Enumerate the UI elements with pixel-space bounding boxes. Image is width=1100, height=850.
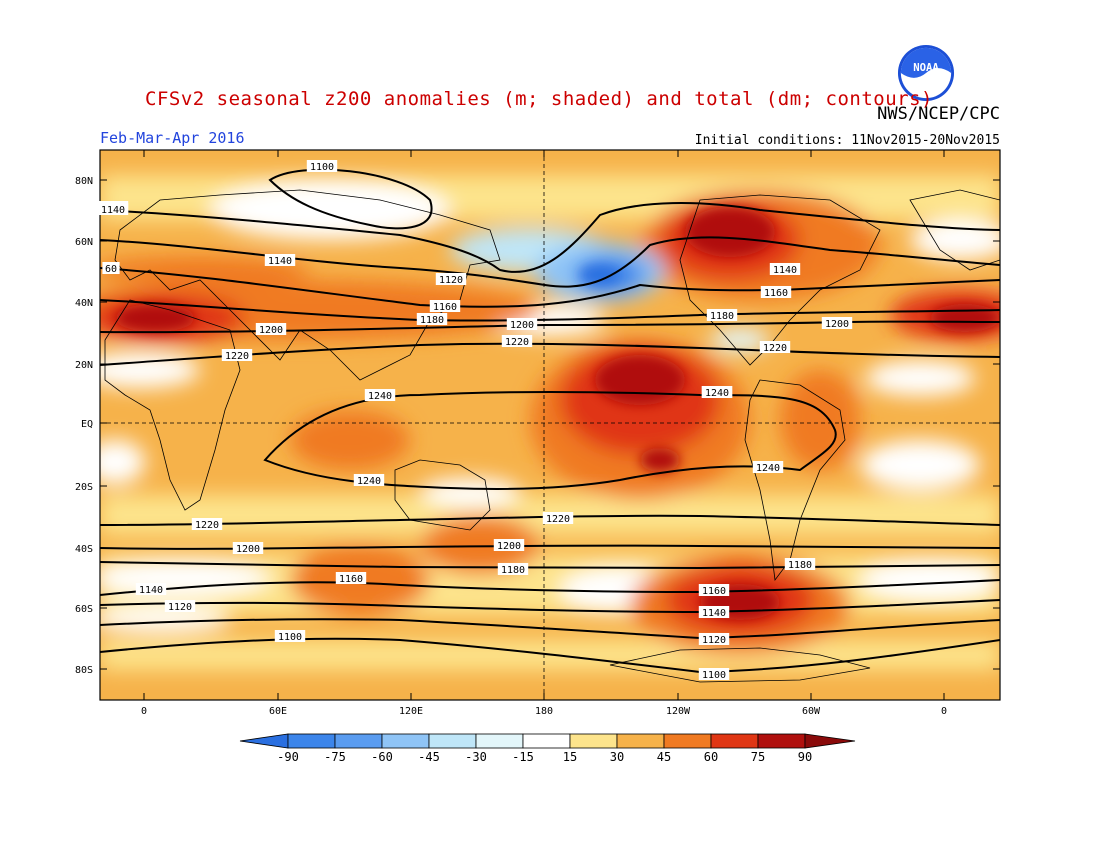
contour-label: 1100: [310, 162, 334, 173]
season-label: Feb-Mar-Apr 2016: [100, 129, 245, 147]
contour-label: 1160: [702, 586, 726, 597]
colorbar-swatch: [522, 733, 571, 749]
contour-label: 1180: [788, 560, 812, 571]
lon-tick-label: 0: [141, 706, 147, 717]
contour-label: 1180: [710, 311, 734, 322]
contour-label: 1200: [825, 319, 849, 330]
contour-label: 1120: [168, 602, 192, 613]
longitude-axis: 0 60E 120E 180 120W 60W 0: [141, 150, 947, 717]
colorbar-swatch: [287, 733, 336, 749]
contour-labels: 1100 1120 1140 60 1120 1140 1160 1180 1200 1220 12…: [97, 160, 853, 681]
colorbar-label: 90: [798, 750, 812, 764]
contour-label: 60: [105, 264, 117, 275]
logo-text: NOAA: [913, 61, 939, 74]
lat-tick-label: 40S: [75, 544, 93, 555]
lon-tick-label: 60W: [802, 706, 821, 717]
lat-tick-label: 20N: [75, 360, 93, 371]
colorbar-label: -15: [512, 750, 534, 764]
contour-label: 1200: [510, 320, 534, 331]
colorbar-swatch: [428, 733, 477, 749]
colorbar-swatch: [616, 733, 665, 749]
contour-label: 1140: [139, 585, 163, 596]
colorbar-label: -45: [418, 750, 440, 764]
lat-tick-label: EQ: [81, 419, 93, 430]
contour-label: 1200: [497, 541, 521, 552]
colorbar-swatch: [334, 733, 383, 749]
lat-tick-label: 60S: [75, 604, 93, 615]
contour-label: 1140: [268, 256, 292, 267]
lon-tick-label: 0: [941, 706, 947, 717]
anomaly-shading: [100, 150, 1000, 700]
organization-label: NWS/NCEP/CPC: [877, 104, 1000, 124]
contour-label: 1100: [278, 632, 302, 643]
contour-label: 1240: [357, 476, 381, 487]
colorbar-swatch: [757, 733, 806, 749]
contour-label: 1240: [756, 463, 780, 474]
lat-tick-label: 80N: [75, 176, 93, 187]
lon-tick-label: 180: [535, 706, 553, 717]
chart-title: CFSv2 seasonal z200 anomalies (m; shaded…: [145, 88, 933, 110]
contour-label: 1120: [439, 275, 463, 286]
colorbar-swatch: [381, 733, 430, 749]
colorbar-label: 60: [704, 750, 718, 764]
contour-label: 1180: [501, 565, 525, 576]
contour-label: 1220: [195, 520, 219, 531]
initial-conditions-label: Initial conditions: 11Nov2015-20Nov2015: [694, 133, 1000, 148]
lon-tick-label: 120W: [666, 706, 691, 717]
colorbar-swatch: [475, 733, 524, 749]
colorbar-label: -75: [324, 750, 346, 764]
lat-tick-label: 40N: [75, 298, 93, 309]
contour-label: 1160: [433, 302, 457, 313]
contour-label: 1160: [764, 288, 788, 299]
contour-label: 1180: [420, 315, 444, 326]
contour-label: 1140: [702, 608, 726, 619]
contour-label: 1220: [225, 351, 249, 362]
colorbar-label: 45: [657, 750, 671, 764]
contour-label: 1140: [773, 265, 797, 276]
colorbar-arrow-low: [239, 733, 289, 749]
contour-label: 1200: [259, 325, 283, 336]
colorbar-label: -60: [371, 750, 393, 764]
colorbar-swatch: [710, 733, 759, 749]
latitude-axis: 80N 60N 40N 20N EQ 20S 40S 60S 80S: [75, 176, 1000, 676]
colorbar-label: -30: [465, 750, 487, 764]
colorbar-arrow-high: [804, 733, 856, 749]
contour-label: 1240: [705, 388, 729, 399]
colorbar-label: 75: [751, 750, 765, 764]
contour-label: 1200: [236, 544, 260, 555]
lon-tick-label: 120E: [399, 706, 423, 717]
contour-label: 1120: [702, 635, 726, 646]
contour-label: 1140: [101, 205, 125, 216]
contour-label: 1160: [339, 574, 363, 585]
contour-label: 1100: [702, 670, 726, 681]
contour-label: 1240: [368, 391, 392, 402]
contour-label: 1220: [763, 343, 787, 354]
contour-label: 1220: [505, 337, 529, 348]
colorbar: -90 -75 -60 -45 -30 -15 15 30 45 60 75 90: [239, 733, 856, 764]
lat-tick-label: 20S: [75, 482, 93, 493]
colorbar-label: -90: [277, 750, 299, 764]
colorbar-swatch: [663, 733, 712, 749]
lat-tick-label: 80S: [75, 665, 93, 676]
colorbar-swatch: [569, 733, 618, 749]
colorbar-label: 30: [610, 750, 624, 764]
noaa-logo: NOAA: [897, 44, 955, 102]
colorbar-label: 15: [563, 750, 577, 764]
lat-tick-label: 60N: [75, 237, 93, 248]
lon-tick-label: 60E: [269, 706, 287, 717]
contour-label: 1220: [546, 514, 570, 525]
